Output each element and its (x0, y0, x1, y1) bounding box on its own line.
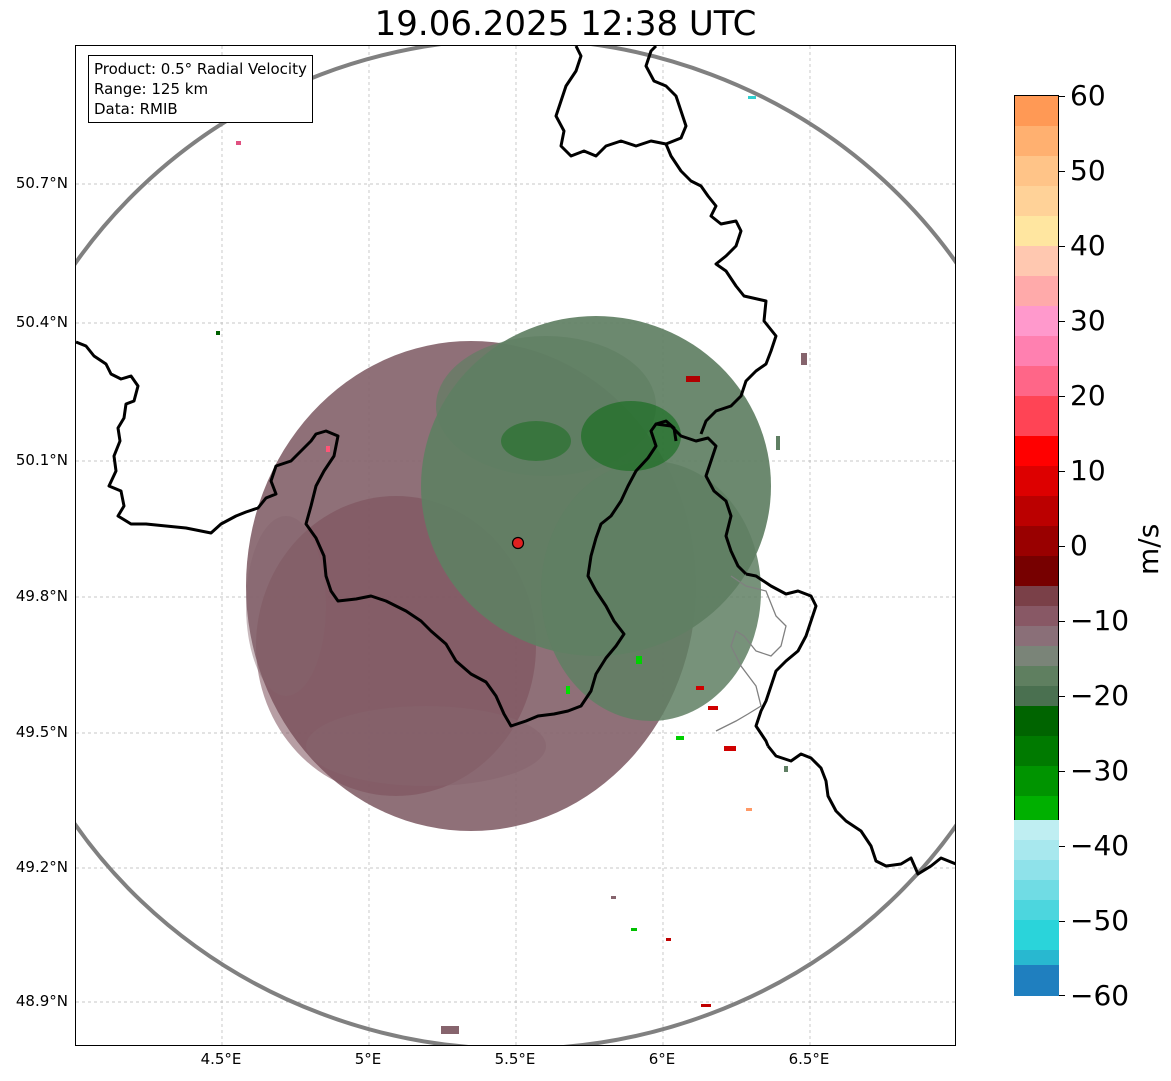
colorbar-tick-label: −30 (1070, 754, 1130, 787)
lat-tick-label: 48.9°N (15, 992, 68, 1010)
colorbar-tick-mark (1059, 771, 1065, 772)
colorbar-tick-mark (1059, 396, 1065, 397)
map-title: 19.06.2025 12:38 UTC (374, 4, 757, 44)
colorbar-tick-label: 20 (1070, 379, 1106, 412)
colorbar-tick-mark (1059, 96, 1065, 97)
lon-tick-label: 5°E (354, 1050, 382, 1068)
country-borders (76, 46, 955, 876)
lat-tick-label: 49.2°N (15, 858, 68, 876)
colorbar-tick-label: 10 (1070, 454, 1106, 487)
lon-tick-label: 6°E (648, 1050, 676, 1068)
region-border (715, 575, 787, 732)
radar-map[interactable] (75, 45, 956, 1046)
colorbar-tick-label: 30 (1070, 304, 1106, 337)
colorbar-tick-mark (1059, 171, 1065, 172)
colorbar-tick-mark (1059, 846, 1065, 847)
lon-tick-label: 4.5°E (200, 1050, 242, 1068)
product-label: Product: 0.5° Radial Velocity (94, 60, 307, 78)
colorbar-tick-label: 50 (1070, 154, 1106, 187)
colorbar-tick-mark (1059, 321, 1065, 322)
colorbar-tick-label: −60 (1070, 979, 1130, 1012)
colorbar-tick-label: 0 (1070, 529, 1088, 562)
range-label: Range: 125 km (94, 80, 209, 98)
colorbar-tick-mark (1059, 246, 1065, 247)
lon-tick-label: 5.5°E (494, 1050, 536, 1068)
colorbar-tick-label: −10 (1070, 604, 1130, 637)
radar-site-marker[interactable] (511, 536, 525, 550)
radar-map-canvas (76, 46, 955, 1045)
colorbar-tick-mark (1059, 696, 1065, 697)
product-info-box: Product: 0.5° Radial Velocity Range: 125… (88, 55, 313, 123)
colorbar-tick-mark (1059, 921, 1065, 922)
colorbar-tick-mark (1059, 995, 1065, 996)
colorbar-tick-label: −40 (1070, 829, 1130, 862)
lat-tick-label: 49.5°N (15, 723, 68, 741)
lat-tick-label: 50.1°N (15, 451, 68, 469)
lon-tick-label: 6.5°E (788, 1050, 830, 1068)
colorbar-tick-label: −20 (1070, 679, 1130, 712)
colorbar-tick-mark (1059, 546, 1065, 547)
velocity-echoes (216, 96, 807, 1034)
colorbar-tick-label: 60 (1070, 79, 1106, 112)
lat-tick-label: 49.8°N (15, 587, 68, 605)
colorbar-tick-mark (1059, 471, 1065, 472)
lat-tick-label: 50.4°N (15, 313, 68, 331)
colorbar-tick-label: 40 (1070, 229, 1106, 262)
colorbar-tick-mark (1059, 621, 1065, 622)
colorbar-unit-label: m/s (1132, 523, 1165, 575)
colorbar-lower-segment (1014, 820, 1059, 996)
data-source-label: Data: RMIB (94, 100, 178, 118)
lat-tick-label: 50.7°N (15, 174, 68, 192)
colorbar-tick-label: −50 (1070, 904, 1130, 937)
